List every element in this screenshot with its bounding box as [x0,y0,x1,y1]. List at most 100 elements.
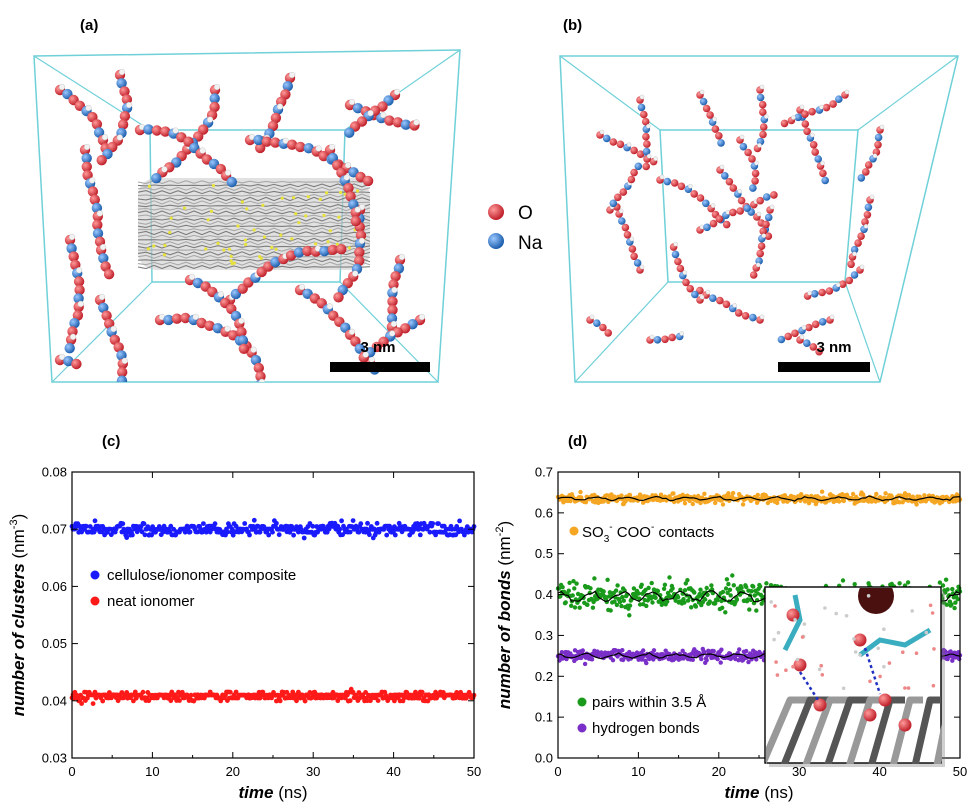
ionomer-bead-a [91,119,103,130]
ionomer-bead-b [794,113,802,122]
ionomer-bead-b [839,280,847,289]
ionomer-bead-a [68,251,79,262]
sulfur-atom [294,212,298,216]
ionomer-bead-b [755,262,761,268]
ionomer-bead-b [847,260,855,269]
y-tick-label: 0.3 [535,628,553,643]
data-point [680,648,685,653]
x-tick-label: 40 [386,764,400,779]
data-point [727,587,733,592]
ionomer-stick [858,627,932,657]
ionomer-bead-b [673,241,678,247]
ionomer-bead-a [143,124,154,135]
ionomer-bead-a [293,247,305,258]
ionomer-bead-b [703,223,711,232]
ionomer-bead-b [759,84,765,90]
box-b-edge [574,281,669,383]
ionomer-bead-a [285,250,297,261]
water-atom [784,668,788,672]
sulfur-atom [211,184,216,188]
ionomer-bead-b [761,233,767,238]
ionomer-bead-b [759,227,767,236]
data-point [588,586,593,591]
sodium-label: Na [518,233,543,254]
data-point [365,520,370,526]
data-point [720,605,725,610]
data-point [124,535,130,540]
ionomer-bead-b [661,335,669,344]
data-point [689,605,694,610]
oxygen-atom [853,633,867,647]
data-point [715,656,720,662]
ionomer-bead-b [803,127,811,136]
data-point [651,648,657,653]
ionomer-bead-b [671,250,680,259]
ionomer-bead-a [387,296,398,307]
ionomer-bead-a [418,313,426,321]
x-tick-label: 40 [872,764,886,779]
y-tick-label: 0.0 [535,751,553,766]
ionomer-bead-b [593,319,601,328]
ionomer-bead-b [690,190,698,198]
ionomer-bead-b [811,148,819,156]
ionomer-bead-b [653,336,662,344]
ionomer-bead-b [616,140,625,149]
ionomer-bead-b [663,177,672,186]
ionomer-bead-b [739,142,748,151]
ionomer-bead-a [224,325,231,332]
data-point [301,535,307,541]
water-atom [931,683,936,688]
ionomer-bead-b [619,188,628,196]
data-point [744,584,749,590]
data-point [681,597,686,602]
ionomer-bead-b [869,194,875,200]
data-point [142,532,148,538]
water-atom [772,637,776,642]
data-point [187,529,193,535]
data-point [726,581,731,587]
data-point [419,689,425,695]
ionomer-bead-b [679,331,685,336]
data-point [728,593,733,598]
y-tick-label: 0.7 [535,465,553,480]
cellulose-strand [137,179,371,185]
ionomer-bead-a [209,101,220,113]
data-point [707,599,712,604]
cellulose-stick [933,722,942,764]
ionomer-bead-a [238,343,250,354]
data-point [620,648,625,653]
ionomer-bead-a [101,134,109,141]
ionomer-bead-b [729,184,738,192]
ionomer-bead-a [199,147,206,154]
ionomer-bead-a [250,354,262,366]
water-atom [866,594,871,598]
sulfur-atom [229,254,233,258]
ionomer-bead-a [326,303,333,310]
data-point [620,594,625,600]
data-point [764,581,769,586]
ionomer-bead-b [717,139,725,147]
chart-d: 0 10 20 30 40 50 0.0 0.1 0.2 0.3 0.4 0.5 0.6 0.7 time … [494,465,967,803]
data-point [302,698,308,704]
scale-bar-a-label: 3 nm [360,339,395,356]
data-point [675,595,681,600]
ionomer-bead-a [270,112,282,124]
data-point [955,597,960,602]
data-point [639,582,644,587]
data-point [650,600,655,605]
data-point [685,598,691,603]
data-point [734,597,740,602]
ionomer-bead-a [389,330,396,337]
ionomer-bead-b [682,278,690,287]
sulfur-atom [232,261,236,265]
ionomer-bead-b [844,89,850,95]
ionomer-bead-b [807,290,812,296]
water-atom [903,686,907,690]
atom-legend: O Na [488,203,543,254]
ionomer-bead-b [691,290,699,299]
sulfur-atom [227,247,232,251]
ionomer-bead-a [101,310,112,321]
ionomer-bead-b [803,339,811,348]
legend-label: neat ionomer [107,593,195,610]
ionomer-bead-b [759,130,767,139]
